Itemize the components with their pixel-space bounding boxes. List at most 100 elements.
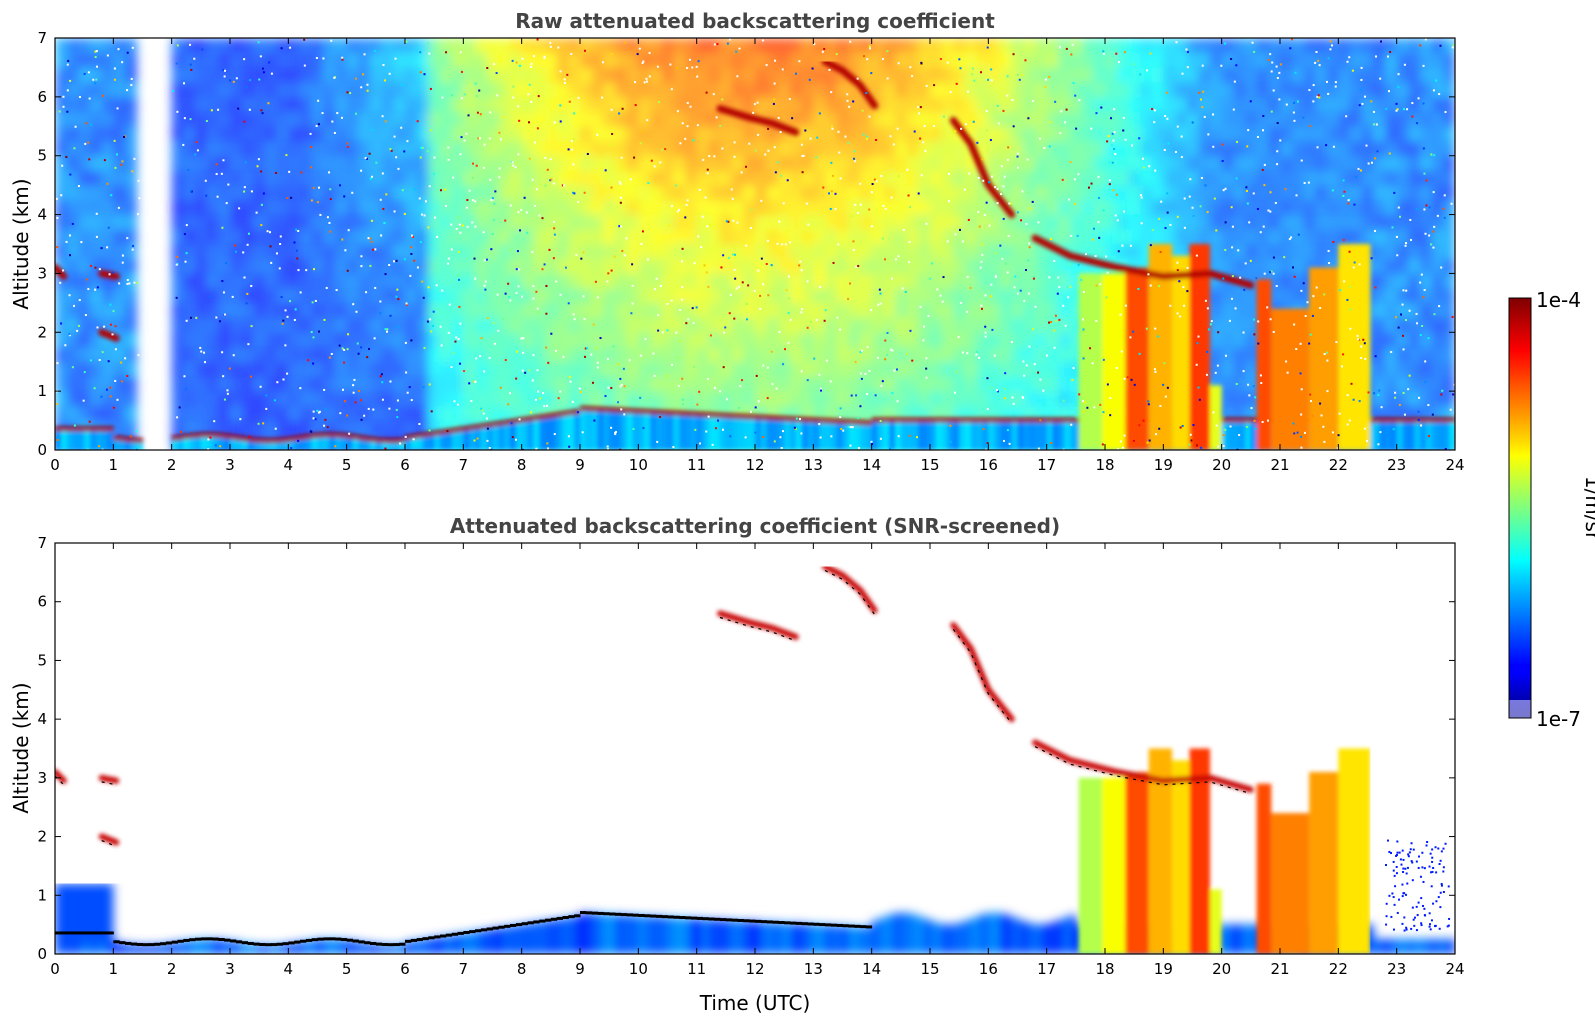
raw-background-cell — [358, 273, 371, 289]
raw-background-cell — [66, 52, 79, 68]
raw-noise-speckle — [1395, 235, 1398, 238]
raw-noise-speckle — [990, 68, 993, 71]
raw-noise-speckle — [720, 266, 723, 269]
raw-noise-speckle — [1133, 383, 1136, 386]
raw-background-cell — [230, 214, 243, 230]
raw-background-cell — [661, 141, 674, 157]
raw-background-cell — [1385, 361, 1398, 377]
raw-background-cell — [1105, 82, 1118, 98]
raw-background-cell — [556, 82, 569, 98]
raw-background-cell — [1186, 52, 1199, 68]
raw-boundary-layer — [107, 429, 114, 450]
raw-background-cell — [276, 258, 289, 274]
raw-boundary-layer — [1000, 420, 1007, 450]
raw-background-cell — [1338, 170, 1351, 186]
raw-background-cell — [370, 111, 383, 127]
raw-background-cell — [253, 111, 266, 127]
raw-background-cell — [253, 38, 266, 54]
raw-background-cell — [323, 229, 336, 245]
raw-background-cell — [580, 244, 593, 260]
raw-background-cell — [638, 82, 651, 98]
raw-background-cell — [311, 361, 324, 377]
raw-noise-speckle — [791, 117, 794, 120]
raw-background-cell — [1268, 288, 1281, 304]
raw-noise-speckle — [1176, 261, 1179, 264]
raw-background-cell — [580, 332, 593, 348]
raw-noise-speckle — [798, 418, 801, 421]
raw-background-cell — [953, 199, 966, 216]
raw-background-cell — [393, 361, 406, 377]
raw-background-cell — [755, 214, 768, 230]
raw-background-cell — [300, 317, 313, 333]
raw-background-cell — [1023, 141, 1036, 157]
raw-bl-top — [317, 432, 324, 438]
raw-background-cell — [323, 111, 336, 127]
raw-background-cell — [218, 317, 231, 333]
raw-bl-top — [451, 427, 458, 433]
raw-background-cell — [510, 199, 523, 216]
raw-noise-speckle — [1361, 102, 1364, 105]
raw-background-cell — [1210, 38, 1223, 54]
raw-noise-speckle — [552, 257, 555, 260]
raw-noise-speckle — [493, 342, 496, 345]
raw-background-cell — [1000, 155, 1013, 171]
raw-noise-speckle — [1198, 398, 1201, 401]
raw-noise-speckle — [733, 155, 736, 158]
raw-background-cell — [1210, 361, 1223, 377]
raw-background-cell — [556, 273, 569, 289]
raw-noise-speckle — [1089, 347, 1092, 350]
raw-background-cell — [78, 244, 91, 260]
raw-background-cell — [580, 347, 593, 363]
raw-background-cell — [906, 214, 919, 230]
raw-noise-speckle — [273, 399, 276, 402]
raw-background-cell — [930, 170, 943, 186]
raw-background-cell — [1385, 317, 1398, 333]
raw-background-cell — [626, 376, 639, 392]
raw-background-cell — [510, 376, 523, 392]
raw-bl-top — [568, 410, 575, 416]
raw-noise-speckle — [860, 377, 863, 380]
raw-background-cell — [696, 244, 709, 260]
raw-background-cell — [1268, 229, 1281, 245]
raw-background-cell — [276, 214, 289, 230]
raw-background-cell — [381, 258, 394, 274]
raw-background-cell — [195, 82, 208, 98]
raw-background-cell — [591, 361, 604, 377]
raw-noise-speckle — [647, 182, 650, 185]
raw-background-cell — [1210, 317, 1223, 333]
raw-background-cell — [533, 273, 546, 289]
raw-noise-speckle — [994, 275, 997, 278]
raw-background-cell — [1035, 288, 1048, 304]
raw-background-cell — [825, 347, 838, 363]
raw-bl-top — [644, 409, 651, 415]
raw-noise-speckle — [868, 370, 871, 373]
raw-background-cell — [55, 38, 68, 54]
raw-noise-speckle — [971, 67, 974, 70]
raw-background-cell — [988, 376, 1001, 392]
raw-noise-speckle — [1279, 63, 1282, 66]
raw-noise-speckle — [896, 368, 899, 371]
raw-noise-speckle — [106, 182, 109, 185]
raw-noise-speckle — [1216, 364, 1219, 367]
raw-background-cell — [1163, 214, 1176, 230]
raw-background-cell — [1000, 96, 1013, 113]
raw-noise-speckle — [1358, 104, 1361, 107]
raw-boundary-layer — [970, 420, 978, 450]
raw-background-cell — [1081, 38, 1094, 54]
raw-background-cell — [743, 258, 756, 274]
raw-background-cell — [206, 111, 219, 127]
raw-background-cell — [1070, 229, 1083, 245]
raw-background-cell — [335, 214, 348, 230]
raw-background-cell — [288, 244, 301, 260]
raw-background-cell — [101, 141, 114, 157]
raw-background-cell — [976, 376, 989, 392]
raw-background-cell — [265, 214, 278, 230]
raw-boundary-layer — [1402, 420, 1409, 450]
raw-bl-top — [492, 421, 499, 427]
raw-background-cell — [883, 391, 896, 407]
raw-noise-speckle — [953, 391, 956, 394]
raw-background-cell — [521, 332, 534, 348]
raw-background-cell — [440, 82, 453, 98]
raw-background-cell — [90, 361, 103, 377]
raw-background-cell — [230, 317, 243, 333]
